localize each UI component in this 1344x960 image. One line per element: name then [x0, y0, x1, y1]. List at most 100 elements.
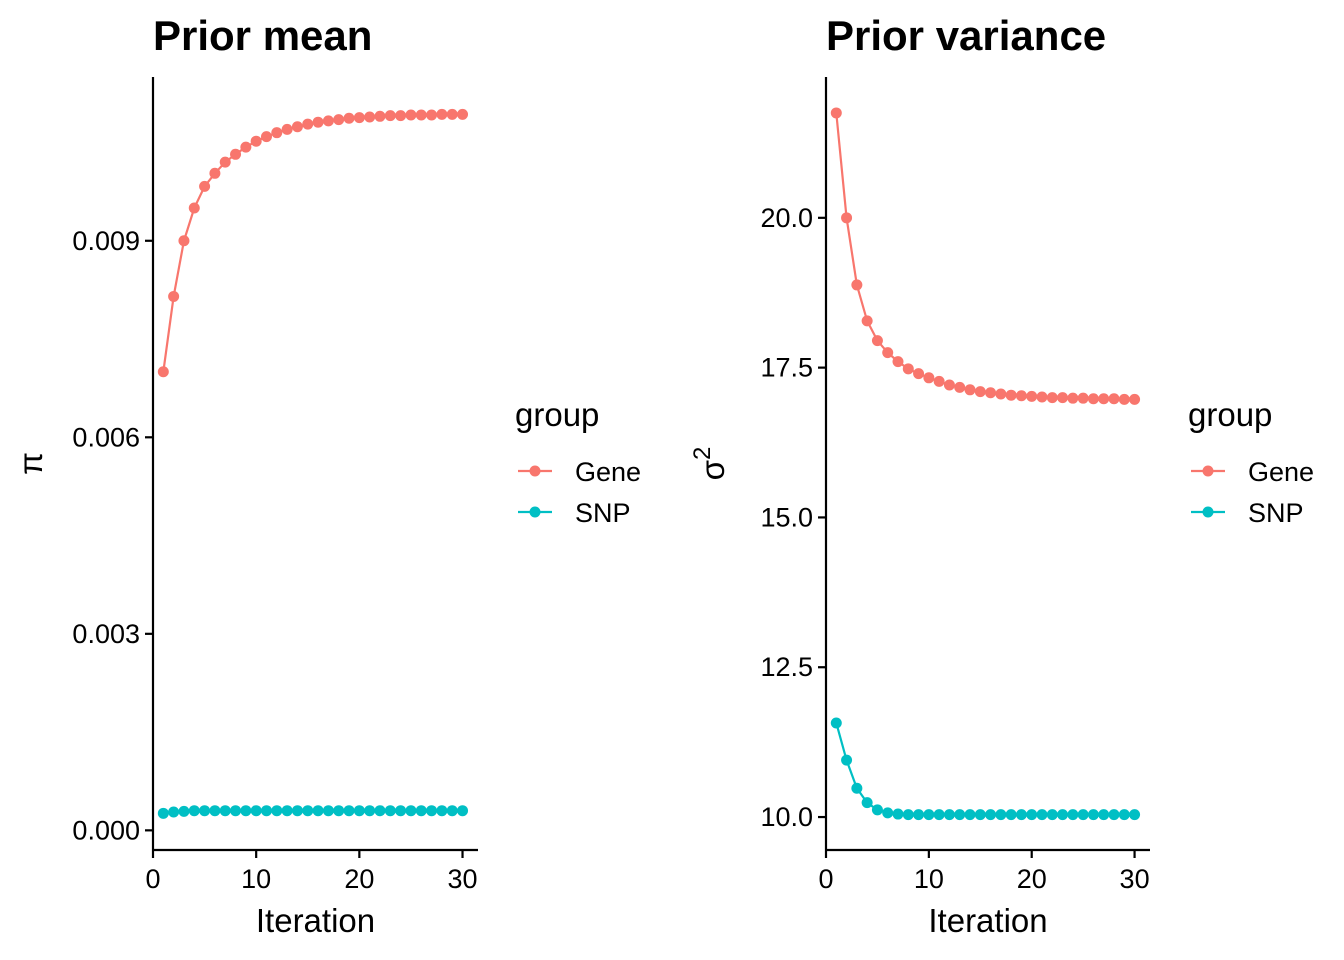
y-tick-label: 10.0: [760, 802, 813, 832]
data-point-snp: [302, 805, 314, 817]
data-point-gene: [1077, 392, 1089, 404]
data-point-snp: [861, 797, 873, 809]
y-tick-label: 0.003: [72, 619, 140, 649]
data-point-snp: [415, 805, 427, 817]
data-point-gene: [271, 127, 283, 139]
legend-key-point: [529, 465, 541, 477]
data-point-snp: [446, 805, 458, 817]
data-point-gene: [830, 107, 842, 119]
data-point-gene: [974, 386, 986, 398]
data-point-snp: [343, 805, 355, 817]
y-axis-title-superscript: 2: [689, 447, 716, 460]
data-point-gene: [157, 366, 169, 378]
data-point-gene: [861, 315, 873, 327]
data-point-gene: [178, 235, 190, 247]
panel-prior-mean: Prior mean 0.000 0.003 0.006 0.009 0 10 20 30 Ite…: [12, 12, 641, 939]
data-point-gene: [415, 109, 427, 121]
data-point-gene: [405, 109, 417, 121]
data-point-snp: [281, 805, 293, 817]
data-point-gene: [1005, 389, 1017, 401]
series-snp: [157, 805, 469, 819]
data-point-gene: [250, 135, 262, 147]
legend-key-point: [1202, 465, 1214, 477]
data-point-gene: [1098, 393, 1110, 405]
data-point-snp: [892, 808, 904, 820]
panel-title: Prior mean: [153, 12, 372, 59]
data-point-gene: [1118, 393, 1130, 405]
data-point-gene: [902, 363, 914, 375]
data-point-snp: [178, 805, 190, 817]
data-point-snp: [902, 809, 914, 821]
data-point-gene: [964, 384, 976, 396]
data-point-gene: [1129, 393, 1141, 405]
data-point-snp: [974, 809, 986, 821]
data-point-snp: [157, 807, 169, 819]
y-tick-label: 15.0: [760, 502, 813, 532]
y-axis-title-symbol: π: [12, 452, 49, 475]
y-axis-title-symbol: σ: [694, 460, 731, 480]
x-tick-label: 0: [145, 864, 160, 894]
data-point-gene: [985, 387, 997, 399]
data-point-snp: [291, 805, 303, 817]
data-point-snp: [882, 807, 894, 819]
data-point-snp: [995, 809, 1007, 821]
data-point-gene: [395, 110, 407, 122]
data-point-snp: [1098, 809, 1110, 821]
data-point-gene: [322, 115, 334, 127]
data-point-snp: [384, 805, 396, 817]
data-point-gene: [892, 356, 904, 368]
x-tick-label: 20: [1017, 864, 1047, 894]
data-point-snp: [240, 805, 252, 817]
data-point-gene: [209, 167, 221, 179]
data-point-gene: [168, 290, 180, 302]
data-point-snp: [1067, 809, 1079, 821]
y-tick-label: 0.009: [72, 226, 140, 256]
data-point-snp: [333, 805, 345, 817]
x-tick-label: 10: [241, 864, 271, 894]
data-point-snp: [219, 805, 231, 817]
data-point-snp: [841, 754, 853, 766]
data-point-snp: [1015, 809, 1027, 821]
data-point-snp: [395, 805, 407, 817]
data-point-snp: [230, 805, 242, 817]
data-point-gene: [1087, 393, 1099, 405]
series-gene: [830, 107, 1141, 405]
data-point-gene: [240, 141, 252, 153]
data-point-gene: [841, 212, 853, 224]
data-point-gene: [188, 202, 200, 214]
series-snp: [830, 717, 1141, 821]
legend-label: Gene: [575, 457, 641, 487]
data-point-gene: [1057, 392, 1069, 404]
data-point-gene: [384, 110, 396, 122]
panel-title: Prior variance: [826, 12, 1106, 59]
data-point-gene: [291, 121, 303, 133]
data-point-snp: [1036, 809, 1048, 821]
data-point-snp: [374, 805, 386, 817]
data-point-snp: [851, 782, 863, 794]
data-point-gene: [199, 180, 211, 192]
data-point-snp: [1118, 809, 1130, 821]
data-point-snp: [260, 805, 272, 817]
data-point-gene: [1067, 392, 1079, 404]
data-point-snp: [353, 805, 365, 817]
data-point-gene: [281, 123, 293, 135]
legend-label: SNP: [575, 498, 631, 528]
data-point-gene: [436, 108, 448, 120]
data-point-snp: [871, 804, 883, 816]
y-tick-label: 20.0: [760, 203, 813, 233]
data-point-snp: [1026, 809, 1038, 821]
data-point-snp: [457, 805, 469, 817]
legend: group Gene SNP: [515, 396, 641, 528]
data-point-gene: [343, 112, 355, 124]
x-tick-label: 30: [448, 864, 478, 894]
data-point-snp: [199, 805, 211, 817]
data-point-snp: [830, 717, 842, 729]
data-point-gene: [426, 109, 438, 121]
data-point-gene: [353, 112, 365, 124]
legend-key-point: [1202, 506, 1214, 518]
data-point-gene: [364, 111, 376, 123]
y-tick-label: 0.006: [72, 422, 140, 452]
data-point-gene: [302, 118, 314, 130]
data-point-snp: [1005, 809, 1017, 821]
